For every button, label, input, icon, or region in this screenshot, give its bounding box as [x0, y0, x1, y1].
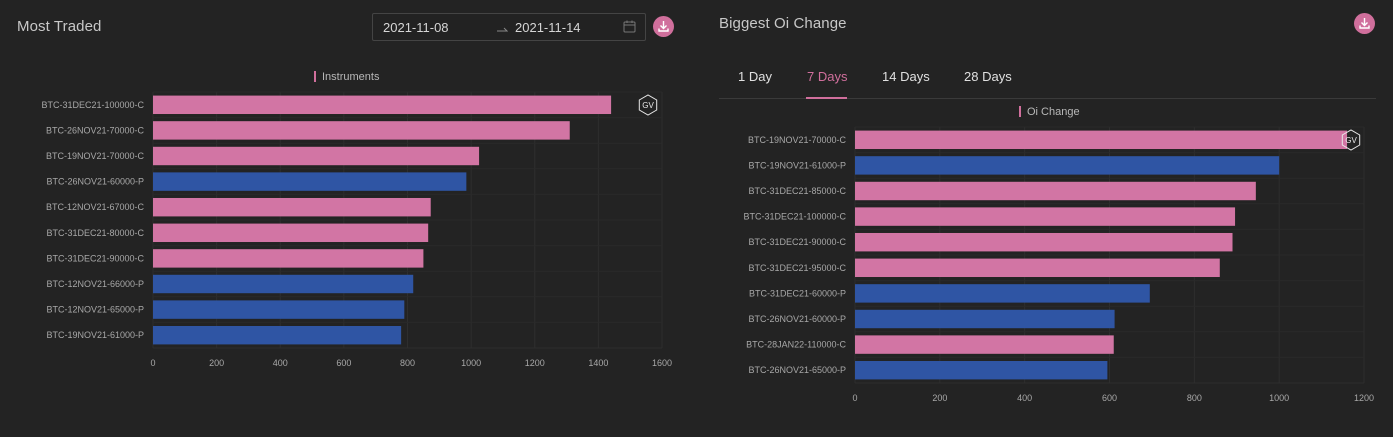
legend-label: Instruments — [322, 71, 380, 83]
biggest-oi-change-panel: Biggest Oi Change 1 Day 7 Days 14 Days 2… — [703, 0, 1393, 437]
category-label: BTC-12NOV21-67000-C — [46, 202, 145, 212]
download-icon — [1359, 18, 1370, 29]
x-tick-label: 400 — [1017, 393, 1032, 403]
category-label: BTC-31DEC21-80000-C — [46, 228, 144, 238]
x-tick-label: 0 — [150, 358, 155, 368]
oi-change-chart: Oi Change 0 200 400 600 800 1000 1200 BTC-19NOV2… — [743, 106, 1374, 403]
legend-label: Oi Change — [1027, 106, 1080, 118]
x-tick-label: 1600 — [652, 358, 672, 368]
range-arrow-icon — [497, 27, 508, 32]
x-tick-label: 600 — [1102, 393, 1117, 403]
category-label: BTC-31DEC21-90000-C — [748, 237, 846, 247]
tab-7-days[interactable]: 7 Days — [807, 69, 848, 84]
x-tick-label: 400 — [273, 358, 288, 368]
bar[interactable] — [153, 249, 424, 268]
tab-14-days[interactable]: 14 Days — [882, 69, 930, 84]
category-label: BTC-31DEC21-90000-C — [46, 253, 144, 263]
x-tick-label: 600 — [336, 358, 351, 368]
x-tick-label: 1400 — [588, 358, 608, 368]
x-tick-label: 1200 — [1354, 393, 1374, 403]
category-label: BTC-31DEC21-60000-P — [749, 288, 846, 298]
x-tick-label: 1200 — [525, 358, 545, 368]
calendar-icon[interactable] — [623, 20, 636, 33]
category-label: BTC-31DEC21-95000-C — [748, 263, 846, 273]
category-label: BTC-12NOV21-66000-P — [46, 279, 144, 289]
bar[interactable] — [153, 223, 429, 243]
bar[interactable] — [153, 274, 414, 294]
panel-title: Most Traded — [17, 18, 102, 35]
bar[interactable] — [153, 95, 612, 115]
x-tick-label: 200 — [209, 358, 224, 368]
category-label: BTC-12NOV21-65000-P — [46, 305, 144, 315]
category-label: BTC-26NOV21-70000-C — [46, 125, 145, 135]
category-label: BTC-31DEC21-85000-C — [748, 186, 846, 196]
bar[interactable] — [153, 300, 405, 319]
most-traded-chart: Instruments 0 200 400 600 800 1000 1200 1400 1600… — [41, 71, 672, 368]
x-tick-label: 800 — [1187, 393, 1202, 403]
tab-1-day[interactable]: 1 Day — [738, 69, 772, 84]
category-label: BTC-26NOV21-65000-P — [748, 365, 846, 375]
bar[interactable] — [855, 130, 1348, 150]
bar[interactable] — [855, 207, 1236, 226]
legend: Instruments — [314, 71, 380, 83]
category-label: BTC-31DEC21-100000-C — [743, 212, 846, 222]
watermark-logo: GV — [638, 94, 658, 116]
tab-28-days[interactable]: 28 Days — [964, 69, 1012, 84]
bar[interactable] — [855, 309, 1115, 329]
category-label: BTC-26NOV21-60000-P — [748, 314, 846, 324]
category-label: BTC-19NOV21-70000-C — [46, 151, 145, 161]
category-label: BTC-28JAN22-110000-C — [746, 340, 846, 350]
bar[interactable] — [153, 197, 431, 217]
svg-text:GV: GV — [1345, 136, 1357, 145]
category-label: BTC-19NOV21-61000-P — [748, 160, 846, 170]
legend-swatch — [314, 71, 316, 82]
category-label: BTC-26NOV21-60000-P — [46, 177, 144, 187]
period-tabs: 1 Day 7 Days 14 Days 28 Days — [719, 66, 1376, 99]
panel-title: Biggest Oi Change — [719, 15, 847, 32]
bar[interactable] — [153, 172, 467, 191]
legend: Oi Change — [1019, 106, 1080, 118]
date-range-picker[interactable] — [372, 13, 646, 41]
category-label: BTC-19NOV21-70000-C — [748, 135, 847, 145]
most-traded-panel: Most Traded Instruments 0 200 400 600 800 1000… — [0, 0, 690, 437]
download-button[interactable] — [1354, 13, 1375, 34]
bar[interactable] — [855, 232, 1233, 252]
start-date-input[interactable] — [383, 14, 483, 40]
download-button[interactable] — [653, 16, 674, 37]
bar[interactable] — [855, 360, 1108, 380]
bar[interactable] — [153, 146, 480, 166]
end-date-input[interactable] — [515, 14, 615, 40]
category-label: BTC-31DEC21-100000-C — [41, 100, 144, 110]
active-tab-indicator — [806, 97, 847, 99]
watermark-logo: GV — [1341, 129, 1361, 151]
legend-swatch — [1019, 106, 1021, 117]
bar[interactable] — [855, 258, 1220, 278]
bar[interactable] — [855, 284, 1150, 303]
x-tick-label: 200 — [932, 393, 947, 403]
x-tick-label: 800 — [400, 358, 415, 368]
bar[interactable] — [855, 335, 1114, 354]
bar[interactable] — [153, 325, 402, 345]
bar[interactable] — [153, 121, 570, 140]
category-label: BTC-19NOV21-61000-P — [46, 330, 144, 340]
svg-text:GV: GV — [642, 101, 654, 110]
x-tick-label: 1000 — [461, 358, 481, 368]
bar[interactable] — [855, 181, 1256, 201]
x-tick-label: 0 — [852, 393, 857, 403]
download-icon — [658, 21, 669, 32]
bar[interactable] — [855, 156, 1280, 175]
x-tick-label: 1000 — [1269, 393, 1289, 403]
